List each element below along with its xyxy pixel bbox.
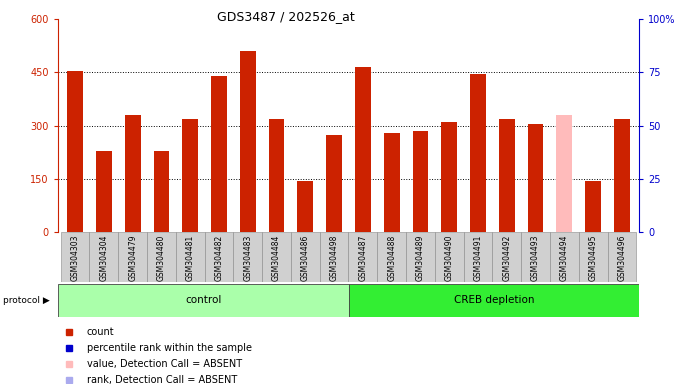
Bar [58, 284, 348, 317]
Bar [406, 232, 435, 282]
Text: CREB depletion: CREB depletion [454, 295, 534, 306]
Text: GSM304481: GSM304481 [186, 235, 194, 281]
Text: GSM304479: GSM304479 [128, 235, 137, 281]
Bar [67, 71, 83, 232]
Text: GSM304492: GSM304492 [503, 235, 511, 281]
Text: protocol ▶: protocol ▶ [3, 296, 50, 305]
Text: control: control [185, 295, 221, 306]
Bar [528, 124, 543, 232]
Text: GSM304486: GSM304486 [301, 235, 310, 281]
Bar [550, 232, 579, 282]
Bar [61, 232, 90, 282]
Text: GSM304494: GSM304494 [560, 235, 569, 281]
Bar [377, 232, 406, 282]
Text: value, Detection Call = ABSENT: value, Detection Call = ABSENT [87, 359, 242, 369]
Bar [96, 151, 112, 232]
Text: GSM304498: GSM304498 [330, 235, 339, 281]
Text: GSM304480: GSM304480 [157, 235, 166, 281]
Bar [182, 119, 198, 232]
Bar [154, 151, 169, 232]
Text: GSM304482: GSM304482 [214, 235, 224, 281]
Bar [240, 51, 256, 232]
Bar [326, 135, 342, 232]
Bar [579, 232, 607, 282]
Bar [269, 119, 284, 232]
Text: GSM304304: GSM304304 [99, 235, 108, 281]
Text: GSM304487: GSM304487 [358, 235, 367, 281]
Text: GSM304491: GSM304491 [473, 235, 483, 281]
Bar [499, 119, 515, 232]
Bar [233, 232, 262, 282]
Bar [521, 232, 550, 282]
Text: GSM304495: GSM304495 [589, 235, 598, 281]
Text: GSM304490: GSM304490 [445, 235, 454, 281]
Bar [607, 232, 636, 282]
Bar [585, 181, 601, 232]
Bar [556, 115, 573, 232]
Text: percentile rank within the sample: percentile rank within the sample [87, 343, 252, 353]
Bar [348, 284, 639, 317]
Bar [291, 232, 320, 282]
Bar [147, 232, 176, 282]
Bar [384, 133, 400, 232]
Bar [205, 232, 233, 282]
Text: rank, Detection Call = ABSENT: rank, Detection Call = ABSENT [87, 374, 237, 384]
Bar [124, 115, 141, 232]
Text: count: count [87, 327, 114, 337]
Bar [492, 232, 521, 282]
Text: GSM304484: GSM304484 [272, 235, 281, 281]
Text: GSM304483: GSM304483 [243, 235, 252, 281]
Bar [211, 76, 227, 232]
Bar [464, 232, 492, 282]
Bar [118, 232, 147, 282]
Bar [262, 232, 291, 282]
Bar [355, 67, 371, 232]
Text: GSM304493: GSM304493 [531, 235, 540, 281]
Text: GSM304303: GSM304303 [71, 235, 80, 281]
Bar [320, 232, 348, 282]
Text: GSM304489: GSM304489 [416, 235, 425, 281]
Bar [441, 122, 457, 232]
Bar [435, 232, 464, 282]
Bar [297, 181, 313, 232]
Text: GSM304488: GSM304488 [387, 235, 396, 281]
Text: GSM304496: GSM304496 [617, 235, 626, 281]
Bar [176, 232, 205, 282]
Bar [470, 74, 486, 232]
Bar [413, 131, 428, 232]
Bar [90, 232, 118, 282]
Bar [614, 119, 630, 232]
Bar [348, 232, 377, 282]
Text: GDS3487 / 202526_at: GDS3487 / 202526_at [217, 10, 354, 23]
